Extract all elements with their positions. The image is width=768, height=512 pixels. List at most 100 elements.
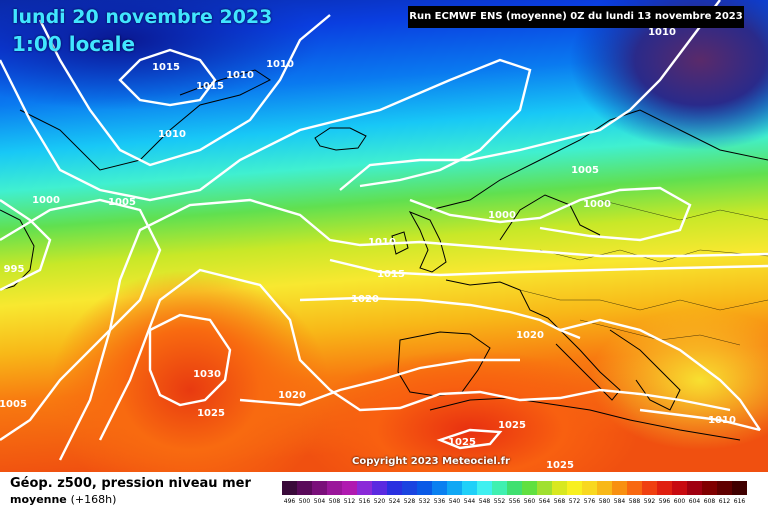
isobar-label: 1000 [488,210,516,221]
isobar-label: 1025 [197,408,225,419]
isobar-label: 1010 [226,70,254,81]
scale-label: 588 [629,498,641,505]
isobar-label: 1005 [0,399,27,410]
isobar-1000-west [0,198,162,441]
scale-swatch [342,481,357,495]
scale-label: 600 [674,498,686,505]
scale-swatch [327,481,342,495]
isobar-1020-south [239,358,520,407]
scale-swatch [717,481,732,495]
isobar-label: 1020 [351,294,379,305]
scale-swatch [462,481,477,495]
scale-label: 520 [374,498,386,505]
isobar-label: 1020 [516,330,544,341]
isobar-label: 1025 [498,420,526,431]
scale-label: 616 [734,498,746,505]
coast-north-africa [429,397,741,441]
scale-swatch [597,481,612,495]
coast-balkans [609,329,681,411]
scale-label: 568 [554,498,566,505]
scale-swatch [672,481,687,495]
isobar-label: 1005 [571,165,599,176]
border-line-3 [599,199,768,221]
scale-label: 572 [569,498,581,505]
coast-iceland [314,127,367,151]
scale-swatch [492,481,507,495]
scale-label: 552 [494,498,506,505]
isobar-1015-greenland [118,48,217,107]
isobar-1030 [148,313,232,407]
scale-swatch [702,481,717,495]
scale-swatch [372,481,387,495]
isobar-1020-north [299,296,581,340]
scale-swatch [357,481,372,495]
subtitle-text: moyenne [10,493,67,506]
scale-label: 612 [719,498,731,505]
scale-swatch [417,481,432,495]
forecast-date: lundi 20 novembre 2023 [12,6,273,28]
isobar-1025-africa [436,428,503,450]
isobar-label: 1010 [158,129,186,140]
scale-label: 544 [464,498,476,505]
geopotential-field: 1015 1010 1015 1010 1010 1000 1005 995 1… [0,0,768,472]
parameter-subtitle: moyenne (+168h) [10,493,116,506]
scale-label: 556 [509,498,521,505]
isobar-label: 1010 [266,59,294,70]
lead-time: (+168h) [70,493,117,506]
scale-label: 532 [419,498,431,505]
map-footer: Géop. z500, pression niveau mer moyenne … [0,472,768,512]
coast-iberia [397,331,491,397]
scale-swatch [627,481,642,495]
isobar-label: 1010 [368,237,396,248]
scale-swatch [387,481,402,495]
coast-britain [408,211,447,273]
scale-swatch [657,481,672,495]
scale-swatch [432,481,447,495]
coast-italy [555,329,621,401]
scale-label: 608 [704,498,716,505]
border-line-1 [519,289,768,311]
scale-label: 536 [434,498,446,505]
coast-scandinavia [429,109,768,211]
scale-label: 584 [614,498,626,505]
scale-swatch [582,481,597,495]
isobar-label: 1000 [583,199,611,210]
scale-label: 596 [659,498,671,505]
isobar-label: 1015 [152,62,180,73]
forecast-time: 1:00 locale [12,32,136,56]
isobars [0,0,768,460]
z500-low-northeast [570,0,768,150]
isobar-1010-east [639,408,761,432]
scale-label: 512 [344,498,356,505]
run-info: Run ECMWF ENS (moyenne) 0Z du lundi 13 n… [408,6,744,28]
isobar-label: 1025 [546,460,574,471]
isobar-label: 1010 [708,415,736,426]
scale-swatch [522,481,537,495]
scale-swatch [642,481,657,495]
isobar-1015 [329,258,768,277]
isobar-label: 1030 [193,369,221,380]
scale-swatch [537,481,552,495]
isobar-label: 1010 [648,27,676,38]
isobar-label: 1015 [377,269,405,280]
scale-label: 504 [314,498,326,505]
isobar-1025 [98,268,731,441]
scale-swatch [477,481,492,495]
isobar-label: 995 [4,264,25,275]
scale-swatch [402,481,417,495]
isobar-label: 1020 [278,390,306,401]
coastlines [0,69,768,441]
scale-swatch [297,481,312,495]
isobar-1010-mid [58,198,768,461]
scale-swatch [612,481,627,495]
scale-label: 524 [389,498,401,505]
isobar-label: 1000 [32,195,60,206]
scale-swatch [732,481,747,495]
scale-label: 564 [539,498,551,505]
isobar-label: 1005 [108,197,136,208]
scale-label: 508 [329,498,341,505]
isobar-1010-north [38,14,331,167]
scale-label: 548 [479,498,491,505]
isobar-label: 1025 [448,437,476,448]
z500-high-mediterranean [300,350,640,472]
